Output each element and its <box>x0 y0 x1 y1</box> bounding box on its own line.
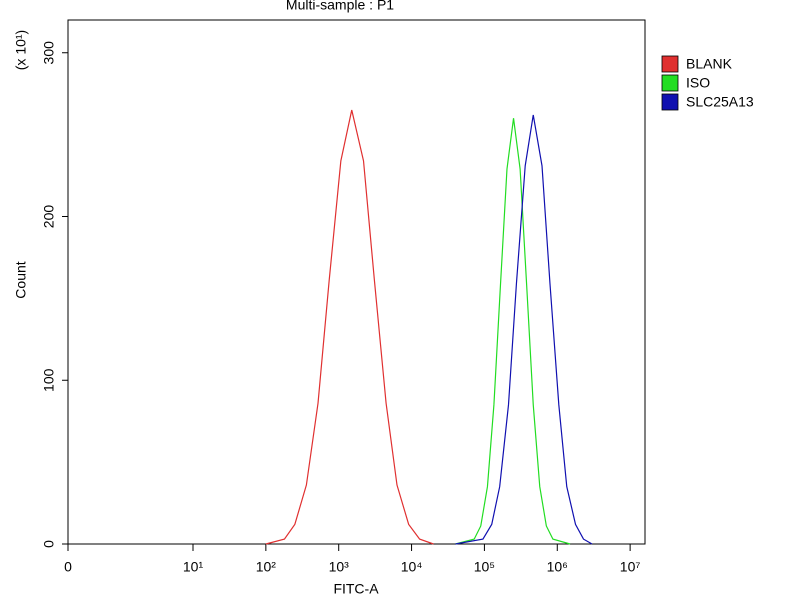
x-tick-label: 10⁶ <box>547 559 568 575</box>
y-axis-unit: (x 10¹) <box>13 30 29 70</box>
x-tick-label: 10¹ <box>183 559 204 575</box>
x-tick-label: 0 <box>64 559 72 575</box>
legend-swatch <box>661 74 679 92</box>
legend-swatch <box>661 55 679 73</box>
series-line <box>265 109 434 545</box>
series-line <box>455 118 571 545</box>
chart-title: Multi-sample : P1 <box>286 0 394 13</box>
x-tick-label: 10⁵ <box>474 559 495 575</box>
legend-label: SLC25A13 <box>686 94 754 110</box>
legend-swatch <box>661 93 679 111</box>
x-tick-label: 10⁴ <box>401 559 423 575</box>
x-tick-label: 10² <box>256 559 277 575</box>
y-tick-label: 100 <box>41 368 57 392</box>
y-tick-label: 0 <box>41 540 57 548</box>
legend-label: BLANK <box>686 56 733 72</box>
x-tick-label: 10³ <box>329 559 350 575</box>
y-tick-label: 200 <box>41 205 57 229</box>
plot-frame <box>67 19 646 545</box>
y-tick-label: 300 <box>41 41 57 65</box>
x-tick-label: 10⁷ <box>620 559 641 575</box>
legend-label: ISO <box>686 75 710 91</box>
series-line <box>455 114 593 545</box>
x-axis-label: FITC-A <box>333 581 379 597</box>
y-axis-label: Count <box>13 261 29 298</box>
